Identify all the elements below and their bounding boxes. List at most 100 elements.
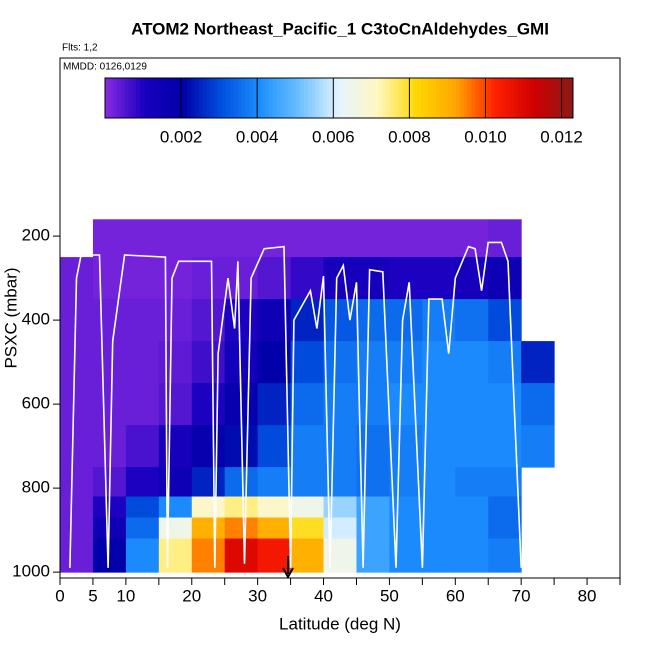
colorbar-cell: [155, 78, 161, 118]
heat-cell: [323, 219, 357, 258]
colorbar-cell: [374, 78, 379, 118]
colorbar-cell: [296, 78, 301, 118]
colorbar-cell: [339, 78, 344, 118]
heat-cell: [158, 383, 193, 426]
colorbar-cell: [545, 78, 551, 118]
heat-cell: [455, 383, 489, 426]
colorbar-cell: [300, 78, 305, 118]
x-tick-label: 5: [88, 586, 97, 605]
heat-cell: [158, 219, 193, 258]
heat-cell: [455, 341, 489, 384]
heat-cell: [257, 425, 292, 468]
x-tick-label: 50: [380, 586, 399, 605]
heat-cell: [224, 496, 259, 519]
flight-track: [69, 241, 522, 568]
colorbar-cell: [346, 78, 352, 118]
colorbar-cell: [292, 78, 297, 118]
colorbar-cell: [350, 78, 356, 118]
colorbar-cell: [140, 78, 145, 118]
colorbar-cell: [428, 78, 434, 118]
heat-cell: [158, 257, 193, 300]
heat-cell: [224, 538, 259, 573]
heat-cell: [356, 257, 390, 300]
colorbar-cell: [108, 78, 114, 118]
colorbar-cell: [284, 78, 289, 118]
colorbar-cell: [323, 78, 328, 118]
colorbar-cell: [311, 78, 317, 118]
heat-cell: [290, 517, 325, 540]
heat-cell: [488, 257, 522, 300]
colorbar-cell: [530, 78, 535, 118]
heat-cell: [60, 425, 94, 468]
colorbar-cell: [120, 78, 125, 118]
colorbar-cell: [171, 78, 176, 118]
colorbar-cell: [175, 78, 180, 118]
colorbar-cell: [202, 78, 207, 118]
colorbar-cell: [303, 78, 309, 118]
colorbar-cell: [366, 78, 371, 118]
heat-cell: [488, 538, 522, 573]
colorbar-cell: [315, 78, 320, 118]
colorbar-cell: [479, 78, 484, 118]
heat-cell: [323, 299, 357, 342]
heat-cell: [125, 538, 160, 573]
heat-cell: [60, 496, 94, 519]
colorbar-cell: [506, 78, 512, 118]
heat-cell: [158, 517, 193, 540]
colorbar-tick-label: 0.008: [388, 127, 431, 146]
colorbar-cell: [105, 78, 110, 118]
y-tick-label: 400: [22, 310, 50, 329]
colorbar-tick-label: 0.006: [312, 127, 355, 146]
x-tick-label: 60: [446, 586, 465, 605]
colorbar-cell: [436, 78, 441, 118]
heat-cell: [323, 257, 357, 300]
heat-cell: [191, 517, 226, 540]
colorbar-cell: [565, 78, 570, 118]
colorbar-cell: [444, 78, 449, 118]
colorbar-cell: [206, 78, 211, 118]
colorbar-cell: [432, 78, 437, 118]
heat-cell: [488, 383, 522, 426]
heat-cell: [422, 467, 456, 498]
heat-cell: [191, 425, 226, 468]
y-tick-label: 1000: [12, 562, 50, 581]
colorbar-cell: [417, 78, 422, 118]
heat-cell: [158, 496, 193, 519]
heat-cell: [125, 299, 160, 342]
colorbar-cell: [335, 78, 340, 118]
heat-cell: [455, 425, 489, 468]
colorbar-cell: [385, 78, 391, 118]
colorbar-cell: [214, 78, 219, 118]
colorbar-cell: [186, 78, 192, 118]
heat-cell: [455, 496, 489, 519]
heat-cell: [488, 496, 522, 519]
heat-cell: [422, 496, 456, 519]
x-tick-label: 0: [55, 586, 64, 605]
heat-cell: [92, 383, 127, 426]
heat-cell: [422, 538, 456, 573]
y-axis-label: PSXC (mbar): [1, 267, 20, 368]
heat-cell: [191, 219, 226, 258]
heat-cell: [356, 425, 390, 468]
heat-cell: [191, 496, 226, 519]
colorbar-cell: [241, 78, 246, 118]
colorbar-cell: [124, 78, 129, 118]
colorbar-cell: [194, 78, 200, 118]
heat-cell: [257, 538, 292, 573]
colorbar-cell: [514, 78, 519, 118]
x-tick-label: 80: [578, 586, 597, 605]
colorbar-cell: [237, 78, 242, 118]
heat-cell: [125, 425, 160, 468]
colorbar-cell: [112, 78, 118, 118]
colorbar-cell: [510, 78, 515, 118]
colorbar-cell: [222, 78, 227, 118]
colorbar-cell: [397, 78, 402, 118]
colorbar-tick-label: 0.004: [236, 127, 279, 146]
colorbar-cell: [233, 78, 239, 118]
colorbar-cell: [467, 78, 473, 118]
heat-cell: [191, 257, 226, 300]
heat-cell: [92, 299, 127, 342]
heat-cell: [191, 299, 226, 342]
colorbar-cell: [218, 78, 223, 118]
